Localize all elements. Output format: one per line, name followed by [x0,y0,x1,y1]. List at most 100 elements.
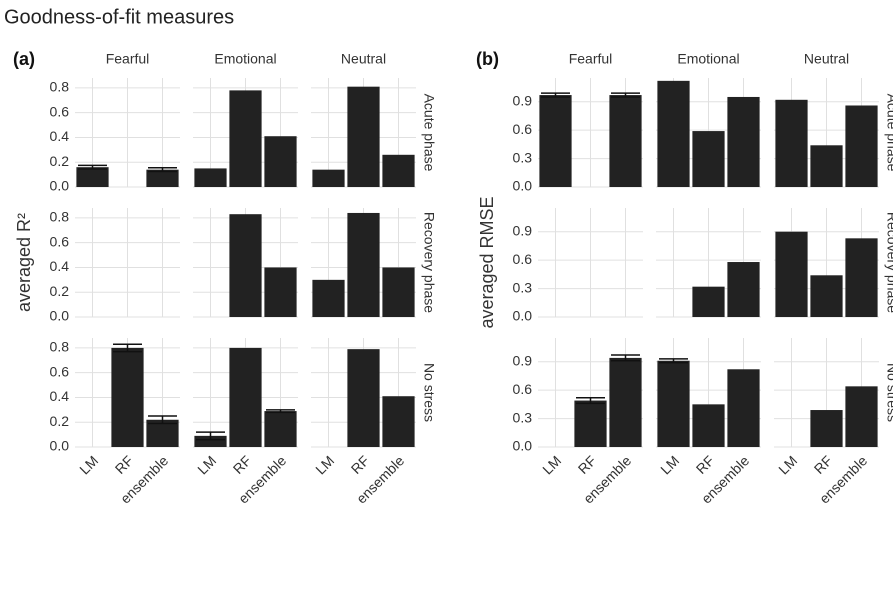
y-tick-label: 0.6 [513,251,533,267]
y-tick-label: 0.2 [50,413,70,429]
y-tick-label: 0.6 [50,233,70,249]
bar [264,136,297,187]
x-tick-label: RF [348,452,373,477]
column-strip: Neutral [804,51,849,67]
x-tick-label: RF [811,452,836,477]
bar [727,262,760,317]
bar [229,90,262,187]
error-bar [611,92,640,98]
error-bar [266,409,295,414]
x-tick-label: RF [575,452,600,477]
y-tick-label: 0.3 [513,149,533,165]
bar [775,231,808,317]
bar [539,95,572,187]
y-tick-label: 0.2 [50,283,70,299]
bar [775,99,808,187]
row-strip: Acute phase [421,94,437,172]
bar [264,411,297,447]
bar [194,168,227,187]
x-tick-label: LM [775,452,800,477]
y-tick-label: 0.6 [513,381,533,397]
x-tick-label: LM [76,452,101,477]
bar [810,410,843,447]
bar [229,214,262,317]
x-tick-label: LM [194,452,219,477]
row-strip: No stress [421,363,437,422]
bar [76,167,109,187]
bar [347,86,380,187]
bar [146,169,179,187]
bar [692,131,725,187]
error-bar [196,431,225,441]
y-tick-label: 0.0 [513,178,533,194]
bar [347,212,380,317]
y-tick-label: 0.9 [513,352,533,368]
x-tick-label: RF [693,452,718,477]
y-tick-label: 0.6 [513,121,533,137]
y-tick-label: 0.9 [513,222,533,238]
bar [692,286,725,317]
y-tick-label: 0.4 [50,388,70,404]
y-tick-label: 0.0 [50,438,70,454]
x-tick-label: LM [539,452,564,477]
y-tick-label: 0.8 [50,79,70,95]
y-tick-label: 0.6 [50,363,70,379]
y-tick-label: 0.4 [50,258,70,274]
row-strip: No stress [884,363,893,422]
bar [382,396,415,447]
x-tick-label: LM [312,452,337,477]
bar [657,360,690,447]
error-bar [541,92,570,98]
y-tick-label: 0.3 [513,279,533,295]
bar [264,267,297,317]
error-bar [148,415,177,425]
error-bar [576,396,605,405]
y-tick-label: 0.8 [50,209,70,225]
bar [845,238,878,317]
row-strip: Acute phase [884,94,893,172]
y-tick-label: 0.0 [513,308,533,324]
column-strip: Fearful [569,51,613,67]
row-strip: Recovery phase [884,212,893,313]
column-strip: Emotional [214,51,276,67]
y-tick-label: 0.6 [50,103,70,119]
bar [382,267,415,317]
bar [312,279,345,317]
error-bar [78,164,107,170]
bar [609,357,642,447]
column-strip: Emotional [677,51,739,67]
panel-label: (b) [476,49,499,69]
bar [845,105,878,187]
bar [609,95,642,187]
y-axis-label: averaged R² [14,213,34,312]
bar [657,80,690,187]
y-tick-label: 0.9 [513,92,533,108]
bar [845,386,878,447]
y-tick-label: 0.0 [50,178,70,194]
error-bar [611,354,640,362]
x-tick-label: RF [230,452,255,477]
bar [146,419,179,447]
y-tick-label: 0.3 [513,409,533,425]
page-title: Goodness-of-fit measures [4,6,234,28]
bar [229,347,262,447]
bar [810,275,843,317]
bar [574,400,607,447]
bar [727,96,760,187]
column-strip: Fearful [106,51,150,67]
bar [810,145,843,187]
error-bar [659,358,688,364]
x-tick-label: LM [657,452,682,477]
y-axis-label: averaged RMSE [477,196,497,328]
error-bar [148,167,177,173]
bar [111,347,144,447]
bar [194,435,227,447]
y-tick-label: 0.8 [50,339,70,355]
panel-label: (a) [13,49,35,69]
error-bar [113,343,142,353]
y-tick-label: 0.4 [50,128,70,144]
column-strip: Neutral [341,51,386,67]
bar [727,369,760,447]
row-strip: Recovery phase [421,212,437,313]
